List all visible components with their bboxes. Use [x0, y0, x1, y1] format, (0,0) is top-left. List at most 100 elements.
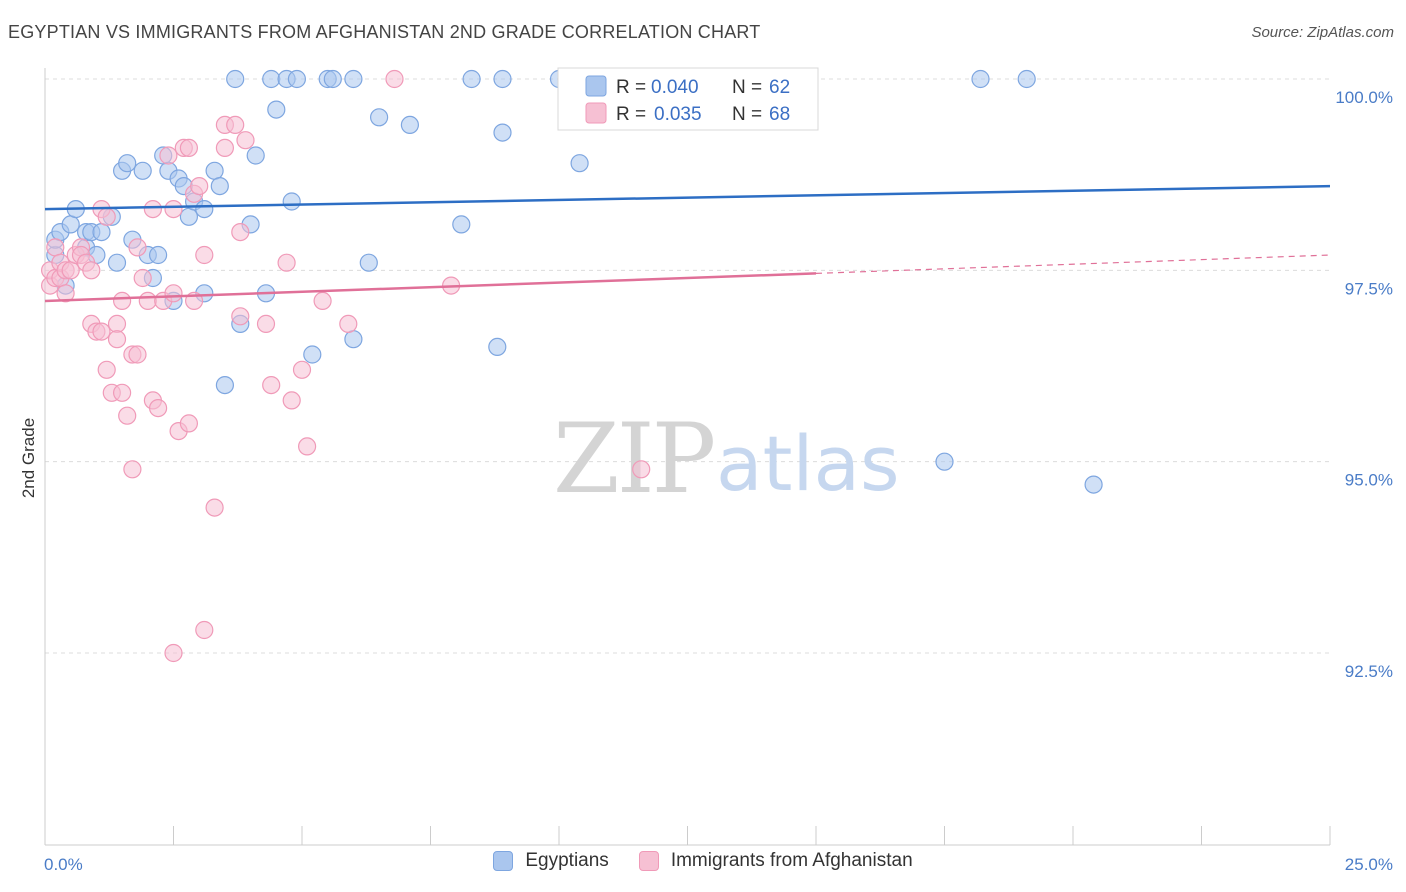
- data-point: [236, 131, 255, 150]
- x-tick-label-max: 25.0%: [1345, 855, 1393, 874]
- data-point: [56, 284, 75, 303]
- data-point: [159, 146, 178, 165]
- data-point: [323, 69, 342, 89]
- data-point: [179, 414, 198, 433]
- data-point: [205, 498, 224, 517]
- data-point: [292, 360, 312, 379]
- data-point: [179, 138, 198, 157]
- y-tick-label: 95.0%: [1345, 471, 1393, 490]
- stats-n-value-egyptians: 62: [769, 77, 790, 98]
- data-point: [210, 177, 229, 196]
- data-point: [149, 245, 168, 265]
- data-point: [231, 307, 250, 326]
- y-tick-label: 92.5%: [1345, 662, 1393, 681]
- data-point: [215, 376, 234, 395]
- data-point: [935, 452, 954, 471]
- stats-r-value-egyptians: 0.040: [651, 77, 699, 98]
- stats-r-value-afghanistan: 0.035: [654, 104, 702, 125]
- data-point: [128, 238, 147, 257]
- data-point: [143, 200, 162, 219]
- data-point: [493, 123, 512, 142]
- data-point: [359, 253, 378, 272]
- legend-swatch-afghanistan: [638, 851, 659, 871]
- legend-label-egyptians: Egyptians: [525, 850, 609, 871]
- data-point: [452, 215, 471, 234]
- data-point: [112, 383, 132, 402]
- data-point: [488, 337, 507, 356]
- data-point: [123, 460, 142, 479]
- data-point: [190, 177, 209, 196]
- data-point: [267, 100, 286, 119]
- data-point: [118, 154, 137, 173]
- data-point: [107, 253, 127, 272]
- legend-item-afghanistan[interactable]: Immigrants from Afghanistan: [638, 850, 913, 872]
- data-point: [1084, 475, 1103, 494]
- data-point: [971, 69, 990, 89]
- trend-lines: [44, 184, 1331, 303]
- data-point: [138, 291, 157, 310]
- data-point: [195, 245, 214, 265]
- data-point: [195, 620, 214, 640]
- data-point: [246, 146, 265, 165]
- data-point: [493, 69, 512, 89]
- data-point: [231, 223, 250, 242]
- data-point: [195, 200, 214, 219]
- data-point: [226, 115, 245, 135]
- trend-line-afghanistan: [44, 272, 817, 303]
- data-points: [40, 69, 1103, 663]
- stats-swatch-afghanistan: [585, 102, 607, 124]
- data-point: [92, 223, 111, 242]
- data-point: [82, 261, 101, 280]
- source-label: Source: ZipAtlas.com: [1251, 24, 1394, 41]
- data-point: [462, 69, 481, 89]
- data-point: [164, 284, 183, 303]
- data-point: [344, 330, 363, 349]
- data-point: [370, 108, 389, 127]
- data-point: [262, 69, 281, 89]
- data-point: [128, 345, 147, 364]
- series-egyptians: [46, 69, 1103, 494]
- legend-label-afghanistan: Immigrants from Afghanistan: [670, 850, 913, 871]
- x-tick-label-min: 0.0%: [44, 855, 83, 874]
- data-point: [1017, 69, 1036, 89]
- grid-lines: [45, 78, 1330, 654]
- stats-r-label-egyptians: R =: [616, 77, 646, 98]
- data-point: [303, 345, 322, 364]
- axes: [44, 68, 1331, 846]
- data-point: [112, 291, 132, 310]
- data-point: [339, 314, 358, 333]
- legend: Egyptians Immigrants from Afghanistan: [0, 850, 1406, 872]
- data-point: [313, 291, 332, 310]
- data-point: [92, 322, 111, 341]
- watermark-atlas: atlas: [716, 419, 900, 508]
- watermark: ZIP atlas: [553, 403, 900, 515]
- y-axis-label: 2nd Grade: [19, 418, 38, 498]
- legend-item-egyptians[interactable]: Egyptians: [493, 850, 609, 872]
- data-point: [287, 69, 306, 89]
- data-point: [46, 238, 65, 257]
- legend-swatch-egyptians: [493, 851, 514, 871]
- stats-n-label-egyptians: N =: [732, 77, 762, 98]
- data-point: [179, 207, 198, 226]
- data-point: [282, 391, 301, 410]
- data-point: [61, 215, 80, 234]
- data-point: [97, 207, 116, 226]
- data-point: [164, 200, 183, 219]
- trend-line-afghanistan-extension: [815, 254, 1331, 274]
- data-point: [385, 69, 404, 89]
- data-point: [277, 253, 296, 272]
- data-point: [97, 360, 116, 379]
- data-point: [298, 437, 317, 456]
- data-point: [400, 115, 419, 135]
- data-point: [256, 314, 276, 333]
- y-tick-label: 100.0%: [1335, 88, 1393, 107]
- tick-labels: 92.5% 95.0% 97.5% 100.0% 0.0% 25.0%: [44, 88, 1393, 874]
- data-point: [344, 69, 363, 89]
- data-point: [226, 69, 245, 89]
- watermark-zip: ZIP: [553, 403, 714, 515]
- data-point: [632, 460, 651, 479]
- data-point: [570, 154, 589, 173]
- chart-title: EGYPTIAN VS IMMIGRANTS FROM AFGHANISTAN …: [8, 22, 761, 42]
- data-point: [282, 192, 301, 211]
- data-point: [149, 399, 168, 418]
